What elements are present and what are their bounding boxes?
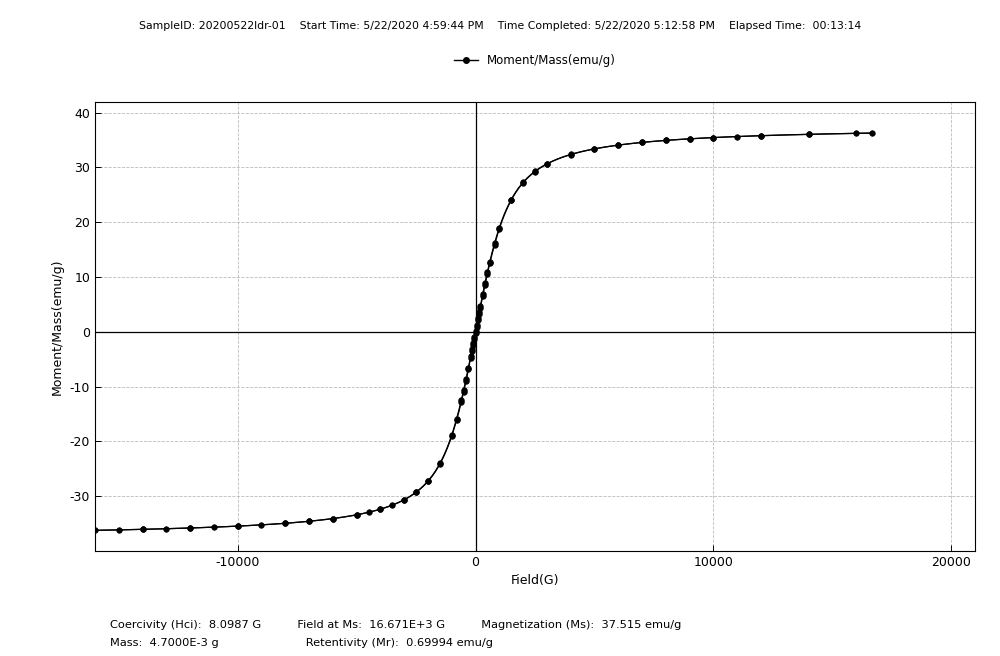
X-axis label: Field(G): Field(G): [511, 575, 559, 588]
Y-axis label: Moment/Mass(emu/g): Moment/Mass(emu/g): [51, 258, 64, 395]
Text: SampleID: 20200522ldr-01    Start Time: 5/22/2020 4:59:44 PM    Time Completed: : SampleID: 20200522ldr-01 Start Time: 5/2…: [139, 21, 861, 31]
Legend: Moment/Mass(emu/g): Moment/Mass(emu/g): [449, 49, 621, 72]
Text: Coercivity (Hci):  8.0987 G          Field at Ms:  16.671E+3 G          Magnetiz: Coercivity (Hci): 8.0987 G Field at Ms: …: [110, 620, 681, 630]
Text: Mass:  4.7000E-3 g                        Retentivity (Mr):  0.69994 emu/g: Mass: 4.7000E-3 g Retentivity (Mr): 0.69…: [110, 638, 493, 647]
